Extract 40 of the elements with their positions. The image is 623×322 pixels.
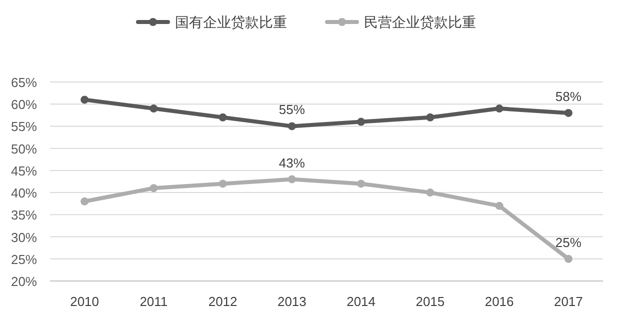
legend-label: 民营企业贷款比重: [364, 14, 476, 30]
y-tick-label: 55%: [10, 119, 38, 134]
point: [495, 202, 504, 210]
point: [564, 108, 572, 117]
y-tick-label: 65%: [10, 75, 38, 90]
point: [80, 197, 89, 206]
point: [426, 113, 434, 122]
x-tick-label: 2017: [554, 294, 583, 309]
x-tick-label: 2016: [484, 294, 514, 309]
x-tick-label: 2013: [277, 294, 306, 309]
point: [150, 104, 158, 113]
y-tick-label: 60%: [10, 97, 38, 112]
legend-label: 国有企业贷款比重: [175, 14, 287, 30]
y-tick-label: 30%: [10, 230, 38, 245]
point: [288, 122, 296, 130]
point: [357, 180, 366, 188]
y-tick-label: 35%: [10, 208, 38, 223]
x-tick-label: 2011: [140, 294, 168, 309]
data-label: 25%: [555, 234, 582, 250]
y-tick-label: 20%: [10, 274, 38, 289]
x-tick-label: 2015: [416, 294, 445, 309]
point: [426, 188, 434, 197]
x-tick-label: 2014: [346, 294, 376, 309]
data-label: 55%: [278, 102, 306, 118]
point: [495, 104, 504, 113]
point: [288, 175, 296, 184]
point: [218, 180, 227, 188]
data-label: 43%: [278, 155, 306, 170]
data-label: 58%: [555, 88, 582, 104]
point: [80, 96, 89, 104]
point: [564, 254, 572, 263]
x-tick-label: 2010: [70, 294, 100, 309]
y-tick-label: 50%: [10, 141, 38, 156]
point: [150, 184, 158, 192]
point: [357, 118, 366, 126]
y-tick-label: 40%: [10, 186, 38, 201]
point: [218, 113, 227, 122]
y-tick-label: 45%: [10, 163, 38, 178]
x-tick-label: 2012: [208, 294, 238, 309]
y-tick-label: 25%: [10, 252, 38, 267]
